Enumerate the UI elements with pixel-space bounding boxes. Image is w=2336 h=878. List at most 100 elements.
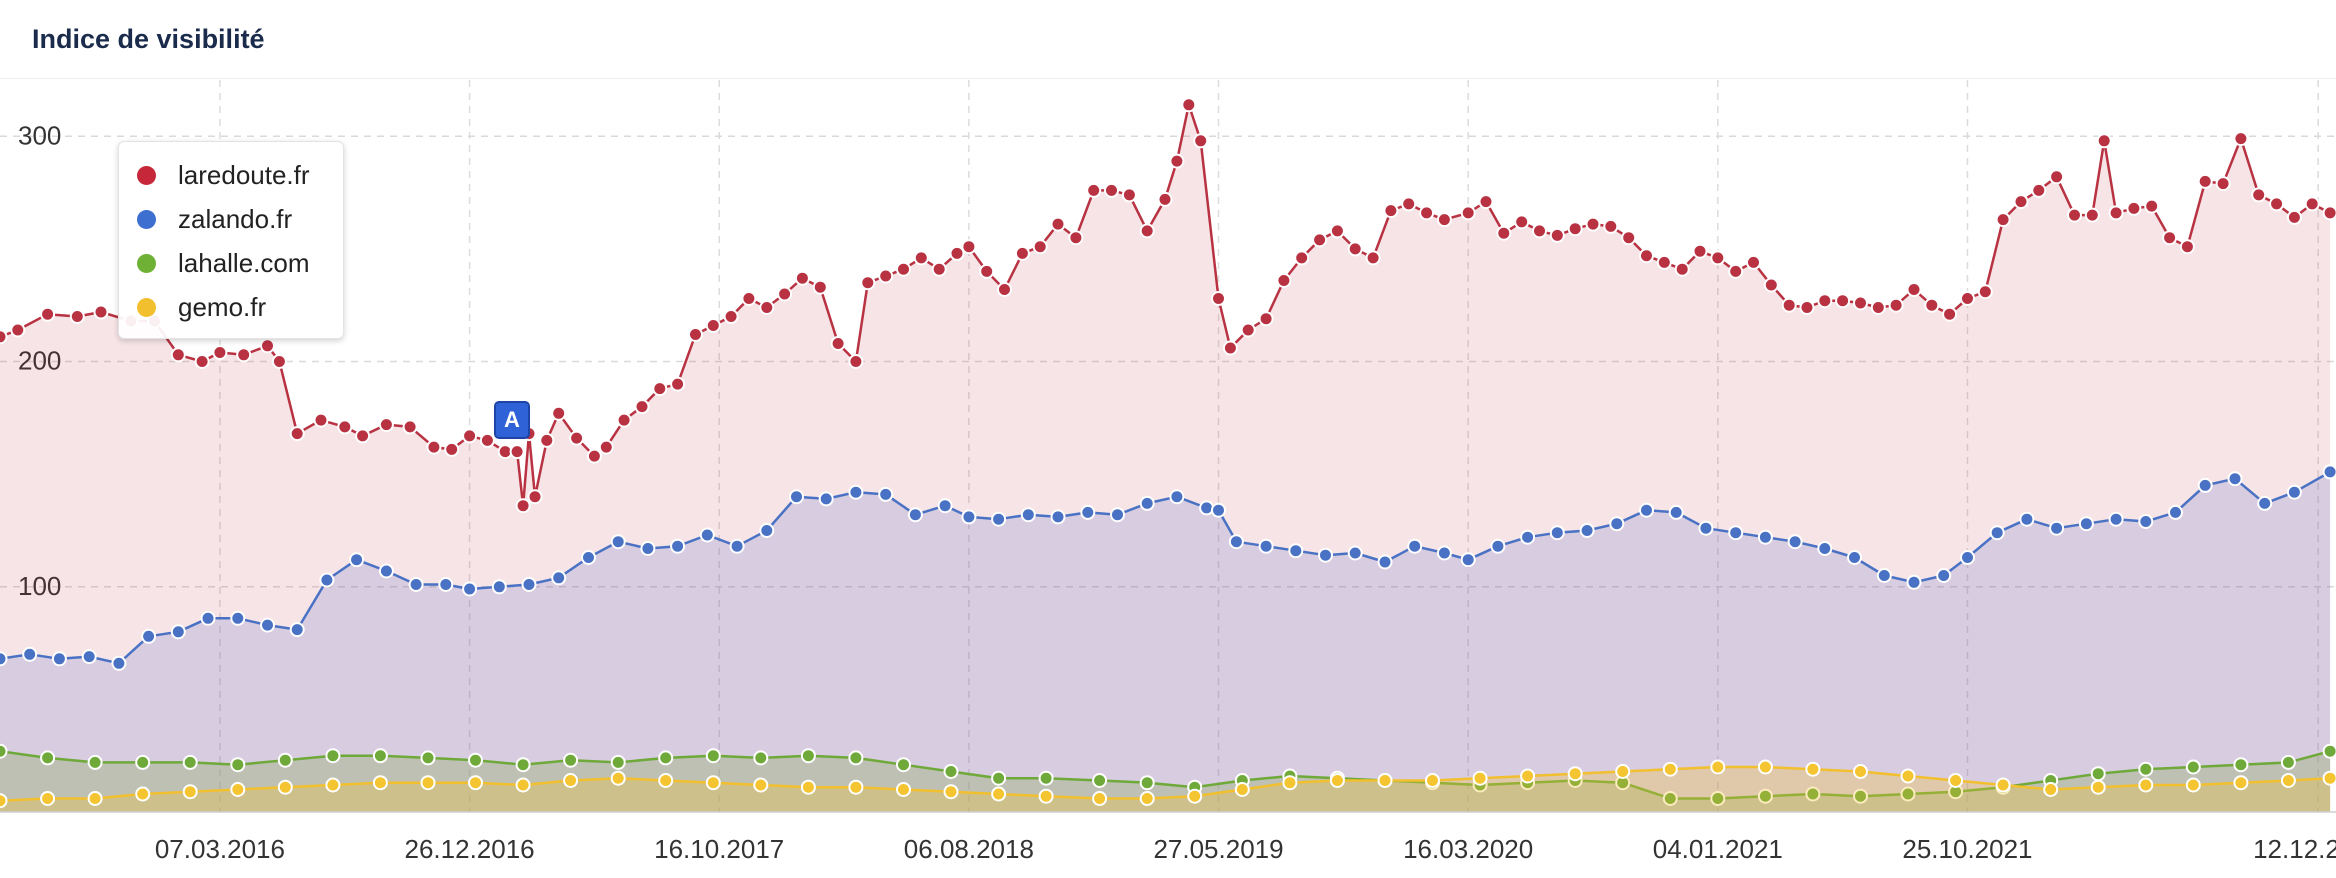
legend-item-zalando[interactable]: zalando.fr [137, 203, 292, 235]
data-point-laredoute [1870, 300, 1886, 315]
data-point-laredoute [1567, 221, 1583, 237]
data-point-zalando [699, 527, 715, 543]
data-point-laredoute [2108, 205, 2124, 221]
data-point-laredoute [93, 304, 109, 320]
data-point-laredoute [2096, 133, 2112, 149]
card-header: Indice de visibilité [0, 0, 2336, 79]
data-point-zalando [640, 541, 656, 556]
data-point-laredoute [444, 441, 460, 457]
data-point-lahalle [372, 748, 388, 764]
data-point-zalando [408, 577, 424, 592]
data-point-laredoute [1639, 248, 1654, 264]
data-point-zalando [1228, 534, 1244, 550]
data-point-gemo [1234, 782, 1250, 797]
data-point-gemo [1853, 764, 1868, 779]
data-point-zalando [1258, 538, 1274, 554]
x-tick-label: 25.10.2021 [1902, 834, 2032, 864]
series-area-lahalle [0, 751, 2331, 812]
data-point-zalando [1936, 568, 1952, 583]
data-point-laredoute [997, 282, 1012, 297]
data-point-laredoute [634, 399, 650, 415]
data-point-lahalle [753, 750, 769, 766]
data-point-zalando [2322, 464, 2336, 480]
data-point-laredoute [2084, 207, 2100, 223]
data-point-lahalle [1139, 775, 1155, 791]
data-point-gemo [2233, 775, 2249, 791]
data-point-zalando [848, 484, 864, 500]
data-point-laredoute [1603, 218, 1619, 234]
data-point-zalando [1020, 507, 1036, 523]
data-point-zalando [937, 498, 953, 514]
data-point-zalando [1960, 550, 1975, 565]
data-point-laredoute [1222, 340, 1238, 356]
data-point-laredoute [313, 412, 329, 428]
data-point-zalando [1906, 574, 1922, 590]
data-point-laredoute [1585, 216, 1601, 232]
data-point-laredoute [860, 275, 876, 291]
data-point-laredoute [830, 336, 846, 351]
data-point-laredoute [979, 263, 995, 279]
series-zalando [0, 464, 2336, 812]
legend-item-gemo[interactable]: gemo.fr [137, 291, 266, 323]
data-point-laredoute [1532, 223, 1547, 239]
event-marker-a[interactable]: A [494, 401, 530, 439]
data-point-laredoute [1960, 291, 1975, 306]
data-point-gemo [1567, 766, 1583, 782]
data-point-laredoute [1347, 241, 1363, 257]
data-point-gemo [1520, 768, 1536, 784]
data-point-zalando [289, 622, 305, 638]
data-point-laredoute [1835, 293, 1851, 309]
data-point-zalando [818, 491, 834, 507]
data-point-laredoute [913, 250, 929, 266]
data-point-gemo [1662, 761, 1678, 777]
data-point-laredoute [2286, 209, 2302, 225]
data-point-zalando [521, 577, 537, 592]
data-point-zalando [1609, 516, 1625, 532]
data-point-zalando [1199, 500, 1215, 516]
data-point-laredoute [2197, 173, 2213, 189]
data-point-laredoute [1799, 300, 1815, 315]
data-point-zalando [1211, 502, 1226, 518]
data-point-laredoute [1181, 97, 1197, 113]
data-point-gemo [1038, 788, 1054, 804]
data-point-gemo [1187, 788, 1203, 804]
legend-item-lahalle[interactable]: lahalle.com [137, 247, 310, 279]
data-point-zalando [1579, 523, 1595, 538]
data-point-zalando [1549, 525, 1565, 541]
data-point-laredoute [1139, 223, 1155, 239]
legend-item-laredoute[interactable]: laredoute.fr [137, 159, 310, 191]
data-point-zalando [1407, 538, 1423, 554]
data-point-laredoute [271, 354, 287, 369]
legend-label-zalando: zalando.fr [178, 203, 293, 234]
data-point-zalando [2257, 495, 2273, 511]
x-tick-label: 07.03.2016 [155, 834, 285, 864]
data-point-laredoute [2126, 200, 2142, 216]
series-line-gemo [0, 765, 2331, 802]
y-tick-label: 200 [18, 346, 61, 376]
data-point-laredoute [1240, 322, 1256, 338]
chart-legend: laredoute.fr zalando.fr lahalle.com gemo… [118, 141, 344, 339]
data-point-zalando [1288, 543, 1304, 559]
legend-dot-gemo [137, 297, 156, 317]
page-title: Indice de visibilité [32, 24, 265, 54]
y-tick-label: 300 [18, 120, 61, 150]
data-point-zalando [1460, 552, 1476, 568]
x-tick-label: 27.05.2019 [1153, 834, 1283, 864]
data-point-laredoute [1924, 297, 1940, 313]
data-point-zalando [2019, 511, 2035, 527]
data-point-laredoute [896, 261, 911, 277]
data-point-laredoute [1763, 277, 1779, 293]
data-point-gemo [1615, 764, 1631, 779]
data-point-laredoute [1746, 254, 1761, 270]
x-tick-label: 16.03.2020 [1403, 834, 1533, 864]
data-point-zalando [2197, 477, 2213, 493]
data-point-laredoute [2322, 205, 2336, 221]
data-point-zalando [2138, 514, 2154, 529]
data-point-lahalle [277, 752, 293, 768]
data-point-laredoute [1436, 212, 1452, 228]
data-point-lahalle [1092, 773, 1108, 788]
data-point-laredoute [194, 354, 210, 369]
data-point-laredoute [1014, 245, 1030, 261]
data-point-gemo [372, 775, 388, 791]
